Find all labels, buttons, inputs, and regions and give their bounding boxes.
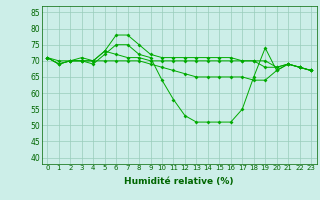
X-axis label: Humidité relative (%): Humidité relative (%) bbox=[124, 177, 234, 186]
